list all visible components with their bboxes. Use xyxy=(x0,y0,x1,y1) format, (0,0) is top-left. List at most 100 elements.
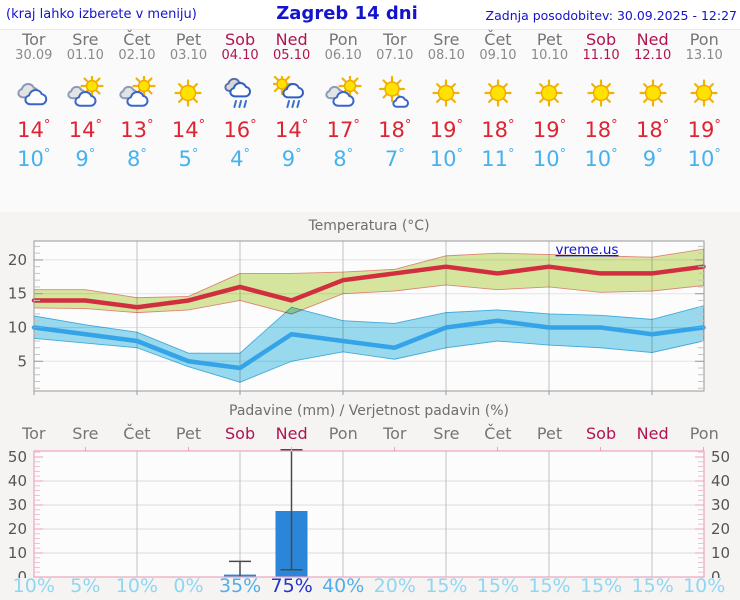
day-name-label: Pon xyxy=(689,30,719,49)
precip-day-cell: Ned xyxy=(627,425,679,443)
max-temp: 16° xyxy=(214,113,266,143)
day-header-cell: Pet 03.10 xyxy=(163,31,215,63)
day-header-cell: Ned 12.10 xyxy=(627,31,679,63)
max-temp-value: 18 xyxy=(378,118,405,142)
precip-day-label: Ned xyxy=(636,424,669,443)
day-name-label: Čet xyxy=(484,30,512,49)
degree-mark: ° xyxy=(198,118,206,133)
precip-day-cell: Sob xyxy=(214,425,266,443)
max-temp-value: 19 xyxy=(429,118,457,142)
day-header-row: Tor 30.09 Sre 01.10 Čet 02.10 Pet 03.10 Sob 04.10… xyxy=(8,31,730,63)
precip-day-cell: Čet xyxy=(111,425,163,443)
precipitation-day-row: Tor Sre Čet Pet Sob Ned Pon Tor Sre Čet Pet Sob Ned P… xyxy=(8,425,730,443)
day-name-label: Sre xyxy=(72,30,99,49)
temperature-chart: 5 10 15 20 Temperatura (°C) vreme.us xyxy=(8,218,706,395)
min-temp-value: 10 xyxy=(584,147,612,171)
day-header-cell: Sob 04.10 xyxy=(214,31,266,63)
max-temp-value: 19 xyxy=(532,118,560,142)
precip-ytick-label-left: 40 xyxy=(8,472,27,490)
sunny-icon xyxy=(535,79,564,107)
max-temp: 17° xyxy=(317,113,369,143)
precip-probability-label: 0% xyxy=(173,575,204,597)
precip-day-label: Sre xyxy=(433,424,460,443)
max-temp: 14° xyxy=(163,113,215,143)
precip-day-label: Tor xyxy=(383,424,407,443)
weather-icon-cell xyxy=(421,75,473,111)
precip-probability-label: 75% xyxy=(270,575,313,597)
precip-ytick-label-right: 0 xyxy=(711,568,721,578)
temp-ytick-label: 5 xyxy=(17,352,27,370)
day-name-label: Sob xyxy=(225,30,256,49)
weather-icon-cell xyxy=(524,75,576,111)
min-temp-value: 10 xyxy=(17,147,44,171)
partly-cloudy-icon xyxy=(325,76,362,107)
precip-ytick-label-right: 20 xyxy=(711,520,730,538)
menu-hint-text: (kraj lahko izberete v meniju) xyxy=(6,7,197,22)
degree-mark: ° xyxy=(43,147,51,162)
degree-mark: ° xyxy=(250,118,257,133)
min-temp: 4° xyxy=(214,142,266,172)
min-temp-value: 11 xyxy=(481,147,509,171)
precip-probability-label: 15% xyxy=(425,575,468,597)
sunny-icon xyxy=(484,79,512,107)
precip-day-cell: Čet xyxy=(472,425,524,443)
precip-probability-label: 40% xyxy=(322,575,365,597)
degree-mark: ° xyxy=(714,147,721,162)
day-name-label: Sob xyxy=(586,30,617,49)
precip-ytick-label-left: 0 xyxy=(17,568,27,578)
last-update-text: Zadnja posodobitev: 30.09.2025 - 12:27 xyxy=(485,8,737,23)
weather-icon-cell xyxy=(317,75,369,111)
min-temp: 9° xyxy=(627,142,679,172)
max-temp: 14° xyxy=(8,113,60,143)
weather-icons-row xyxy=(8,75,730,111)
day-name-label: Pon xyxy=(328,30,358,49)
min-temps-row: 10° 9° 8° 5° 4° 9° 8° 7° 10° 11° 10° 10° 9° 10° xyxy=(8,142,730,172)
min-temp-value: 9 xyxy=(75,147,89,171)
precip-probability-label: 10% xyxy=(12,575,55,597)
degree-mark: ° xyxy=(456,147,463,162)
precip-probability-label: 10% xyxy=(115,575,159,597)
min-temp-value: 4 xyxy=(230,147,244,171)
max-temp: 18° xyxy=(575,113,627,143)
weather-icon-cell xyxy=(472,75,524,111)
weather-icon-cell xyxy=(8,75,60,111)
page-title: Zagreb 14 dni xyxy=(276,3,418,24)
day-date-label: 12.10 xyxy=(634,48,672,63)
weather-icon-cell xyxy=(214,75,266,111)
day-date-label: 07.10 xyxy=(376,48,414,63)
day-date-label: 05.10 xyxy=(273,48,311,63)
sunny-icon xyxy=(690,79,718,107)
min-temp-value: 10 xyxy=(532,147,560,171)
day-header-cell: Sob 11.10 xyxy=(575,31,627,63)
max-temp: 14° xyxy=(60,113,112,143)
min-temp: 8° xyxy=(317,142,369,172)
day-date-label: 03.10 xyxy=(169,48,208,63)
degree-mark: ° xyxy=(88,147,96,162)
degree-mark: ° xyxy=(43,118,51,133)
day-name-label: Pet xyxy=(175,30,202,49)
degree-mark: ° xyxy=(346,147,354,162)
day-name-label: Ned xyxy=(636,30,669,49)
day-name-label: Tor xyxy=(22,30,46,49)
day-date-label: 01.10 xyxy=(66,48,104,63)
day-name-label: Tor xyxy=(383,30,407,49)
precip-day-cell: Sre xyxy=(421,425,473,443)
weather-icon-cell xyxy=(163,75,215,111)
precip-day-cell: Sob xyxy=(575,425,627,443)
precip-day-label: Pon xyxy=(328,424,358,443)
vreme-us-watermark-link[interactable]: vreme.us xyxy=(556,242,619,258)
day-date-label: 08.10 xyxy=(427,48,465,63)
day-header-cell: Ned 05.10 xyxy=(266,31,318,63)
min-temp: 10° xyxy=(8,142,60,172)
min-temp-value: 5 xyxy=(178,147,192,171)
degree-mark: ° xyxy=(559,147,567,162)
precip-probability-label: 15% xyxy=(476,575,520,597)
day-name-label: Sre xyxy=(433,30,460,49)
day-header-cell: Pet 10.10 xyxy=(524,31,576,63)
precip-day-label: Čet xyxy=(123,424,151,443)
precip-day-label: Pon xyxy=(689,424,719,443)
day-date-label: 30.09 xyxy=(15,48,53,63)
precip-day-label: Pet xyxy=(536,424,563,443)
weather-icon-cell xyxy=(111,75,163,111)
day-header-cell: Pon 06.10 xyxy=(317,31,369,63)
